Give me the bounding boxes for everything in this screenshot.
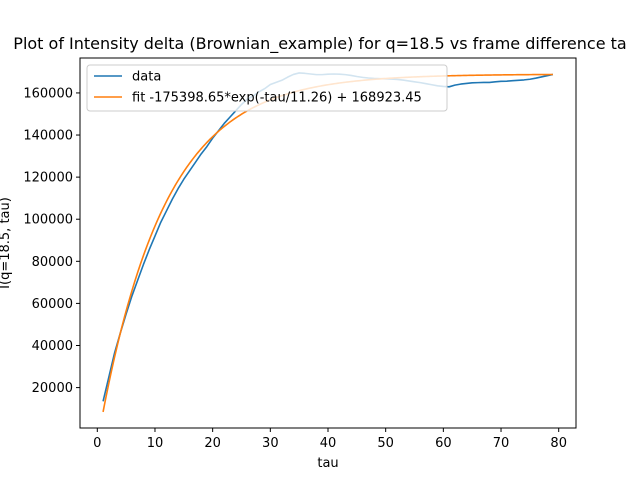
y-tick-label: 60000 — [32, 297, 73, 312]
legend-entry-label: data — [132, 70, 161, 85]
x-axis: 0 10 20 30 40 50 60 70 80 — [93, 428, 567, 451]
legend-entry-label: fit -175398.65*exp(-tau/11.26) + 168923.… — [132, 91, 422, 106]
y-tick-label: 20000 — [32, 381, 73, 396]
x-tick-label: 30 — [262, 436, 279, 451]
y-tick-label: 140000 — [23, 129, 73, 144]
x-tick-label: 70 — [493, 436, 510, 451]
x-axis-label: tau — [317, 456, 338, 471]
y-tick-label: 100000 — [23, 213, 73, 228]
y-axis-label: I(q=18.5, tau) — [0, 197, 13, 289]
x-tick-label: 0 — [93, 436, 101, 451]
y-tick-label: 40000 — [32, 339, 73, 354]
x-tick-label: 80 — [550, 436, 567, 451]
x-tick-label: 10 — [147, 436, 164, 451]
legend-box — [86, 64, 448, 112]
y-tick-label: 120000 — [23, 171, 73, 186]
y-tick-label: 160000 — [23, 86, 73, 101]
x-tick-label: 20 — [204, 436, 221, 451]
x-tick-label: 60 — [435, 436, 452, 451]
y-tick-label: 80000 — [32, 255, 73, 270]
x-tick-label: 40 — [320, 436, 337, 451]
x-tick-label: 50 — [377, 436, 394, 451]
y-axis: 20000 40000 60000 80000 100000 120000 140000 16… — [23, 86, 80, 396]
chart-title: Plot of Intensity delta (Brownian_exampl… — [13, 34, 626, 54]
legend: data fit -175398.65*exp(-tau/11.26) + 168… — [86, 64, 448, 112]
